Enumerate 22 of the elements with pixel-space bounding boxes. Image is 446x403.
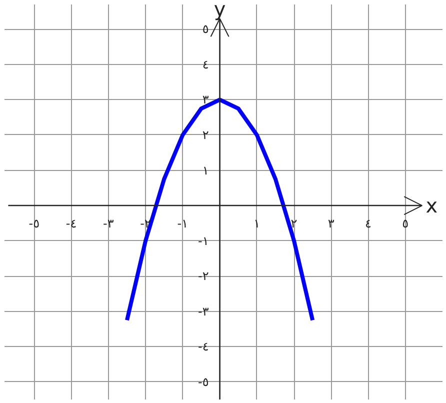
y-tick-label: ٢ <box>202 128 209 142</box>
line-series <box>124 98 315 322</box>
y-tick-label: ٤ <box>202 57 209 72</box>
x-tick-label: ٥ <box>402 216 409 231</box>
y-tick-label: -٣ <box>198 304 210 318</box>
x-tick-label: -١ <box>177 216 188 231</box>
y-tick-label: ٥ <box>202 22 209 36</box>
x-tick-label: ١ <box>254 216 260 231</box>
y-tick-label: -٤ <box>198 340 209 354</box>
x-tick-label: -٣ <box>103 216 114 231</box>
x-axis-title: x <box>426 194 438 218</box>
y-axis-title: y <box>214 0 226 21</box>
y-tick-label: ٣ <box>202 92 210 107</box>
y-tick-label: -١ <box>198 234 209 248</box>
x-tick-label: ٤ <box>365 216 372 231</box>
y-tick-label: -٥ <box>198 374 209 389</box>
x-tick-label: ٢ <box>290 216 298 231</box>
x-tick-label: -٥ <box>28 216 40 231</box>
y-tick-label: -٢ <box>198 269 209 284</box>
y-tick-label: ١ <box>202 163 209 178</box>
x-tick-label: ٣ <box>328 216 335 231</box>
x-tick-label: -٤ <box>66 216 77 231</box>
